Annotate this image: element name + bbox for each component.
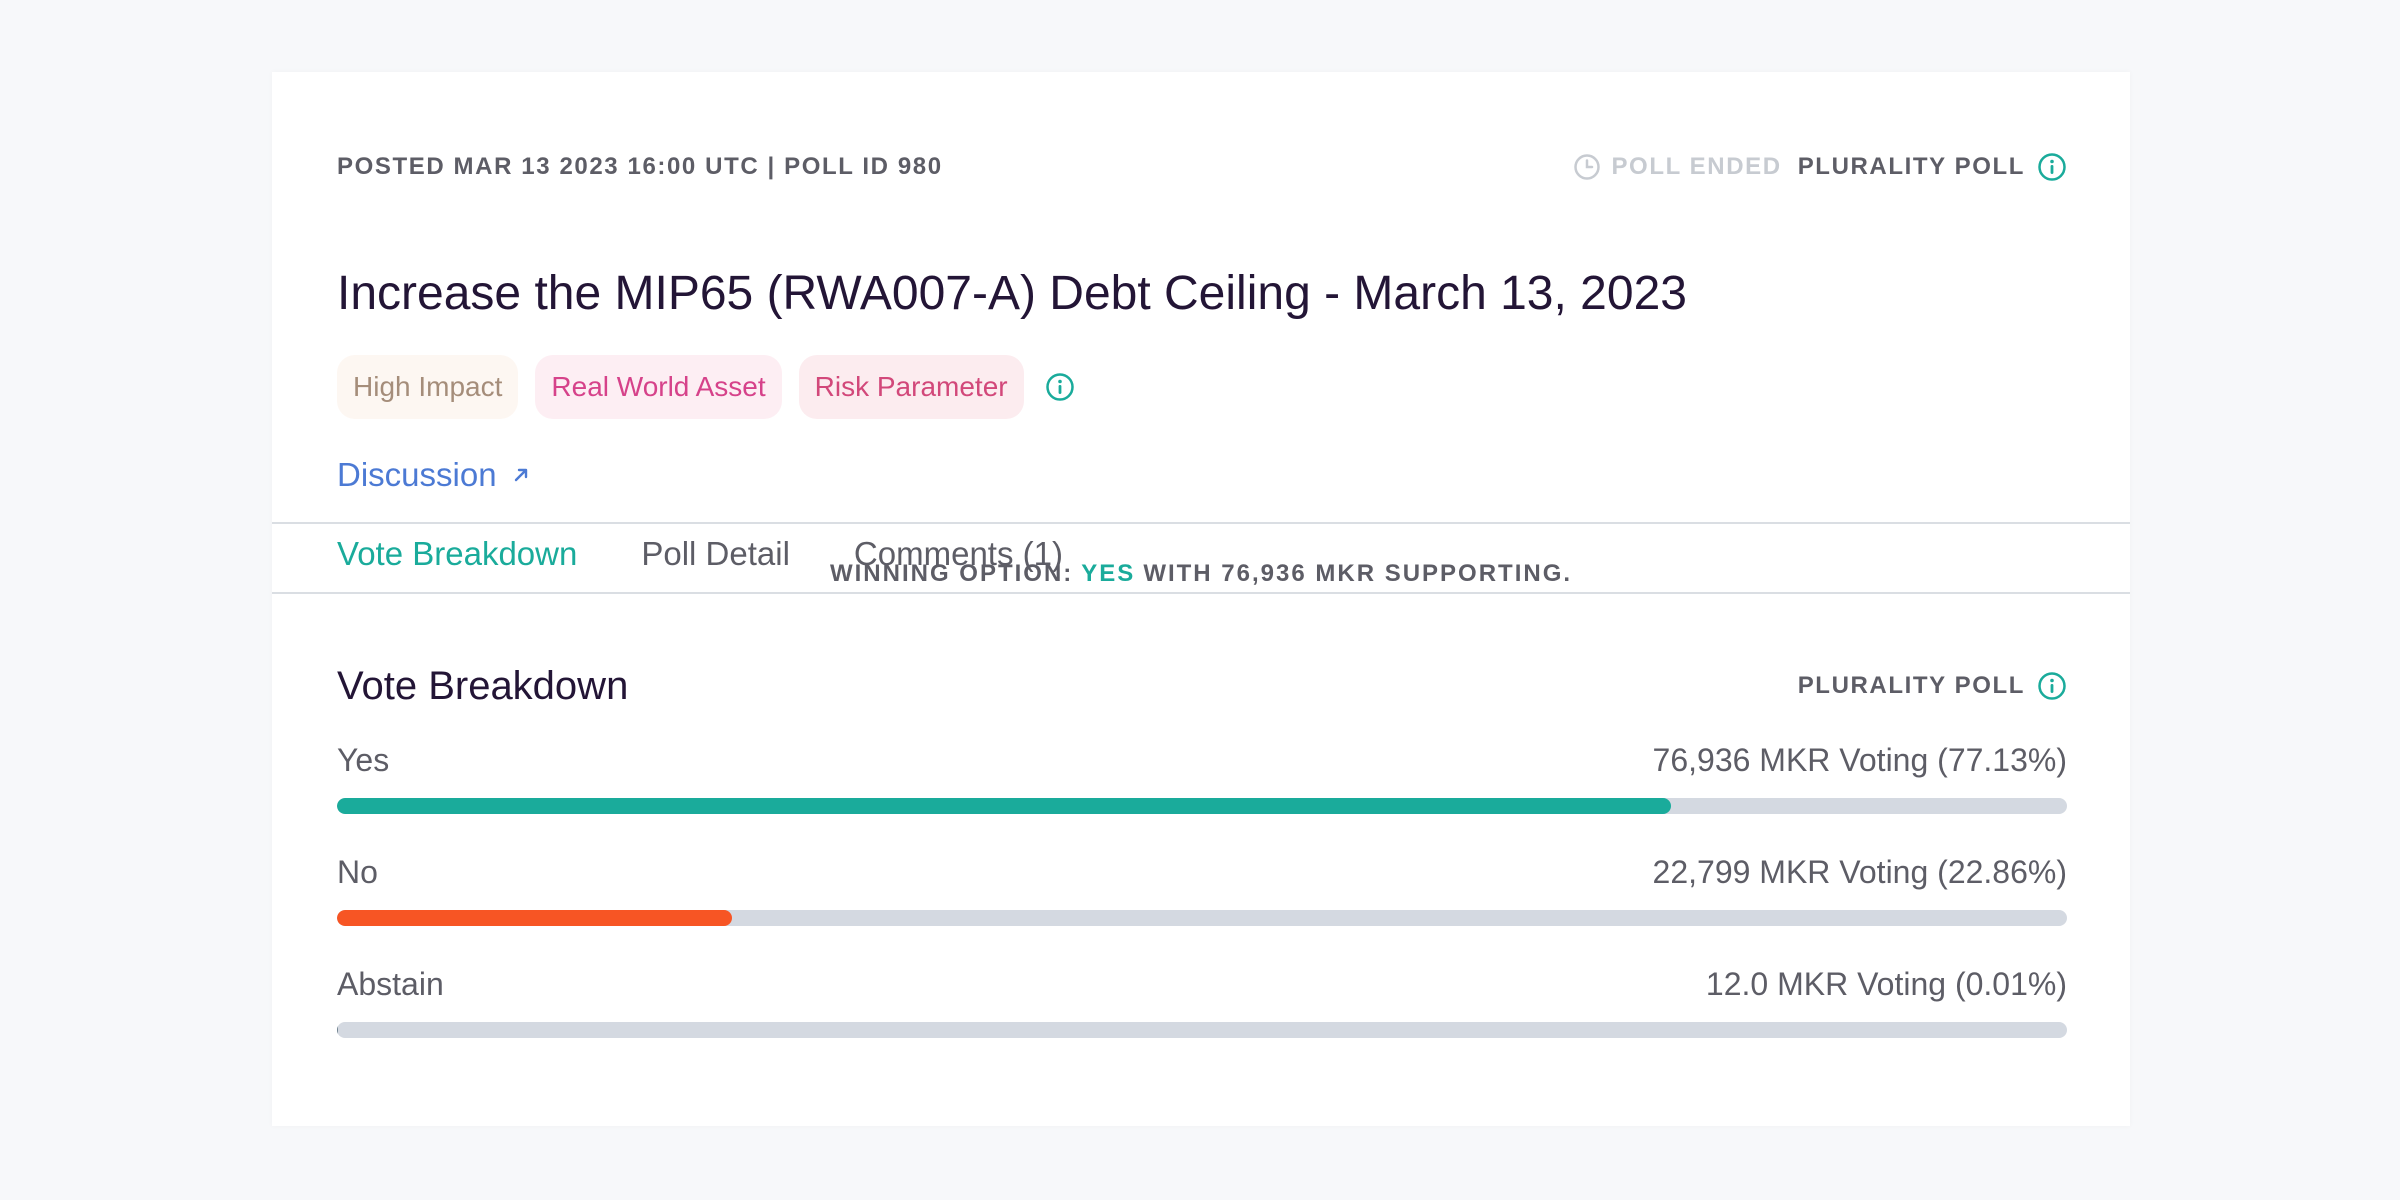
vote-option-no: No 22,799 MKR Voting (22.86%) [337,850,2067,926]
vote-option-abstain: Abstain 12.0 MKR Voting (0.01%) [337,962,2067,1038]
poll-type-header: PLURALITY POLL [1798,152,2067,182]
winning-prefix: WINNING OPTION: [829,560,1074,587]
info-icon[interactable] [2037,671,2067,701]
tab-comments[interactable]: Comments (1) [853,535,1063,572]
tag-risk-parameter[interactable]: Risk Parameter [798,355,1024,419]
discussion-label: Discussion [337,456,497,493]
option-progress-fill [337,798,1672,814]
winning-suffix: WITH 76,936 MKR SUPPORTING. [1143,560,1573,587]
tab-poll-detail[interactable]: Poll Detail [641,535,790,572]
banner-divider [272,592,2130,594]
tab-vote-breakdown[interactable]: Vote Breakdown [337,535,578,572]
info-icon[interactable] [2037,152,2067,182]
breakdown-poll-type: PLURALITY POLL [1798,671,2067,701]
poll-status-group: POLL ENDED PLURALITY POLL [1573,152,2067,182]
poll-tags: High Impact Real World Asset Risk Parame… [337,355,2067,419]
poll-meta-row: POSTED MAR 13 2023 16:00 UTC | POLL ID 9… [337,150,2067,184]
winning-option: YES [1081,560,1136,587]
tags-info-icon[interactable] [1045,372,1075,402]
vote-breakdown-header: Vote Breakdown PLURALITY POLL [337,656,2067,716]
option-label: No [337,853,378,890]
winning-option-banner: WINNING OPTION: YES WITH 76,936 MKR SUPP… [272,540,2130,608]
option-progress-bar [337,798,2067,814]
poll-tabs: Vote Breakdown Poll Detail Comments (1) [337,535,2067,583]
poll-type-label: PLURALITY POLL [1797,153,2025,180]
poll-ended-label: POLL ENDED [1611,153,1782,180]
tabs-divider [272,522,2130,524]
option-label: Yes [337,741,390,778]
discussion-link[interactable]: Discussion [337,456,531,494]
poll-ended-status: POLL ENDED [1573,153,1781,181]
option-value: 76,936 MKR Voting (77.13%) [1652,741,2067,778]
poll-card: POSTED MAR 13 2023 16:00 UTC | POLL ID 9… [272,72,2130,1126]
vote-breakdown-title: Vote Breakdown [337,663,629,708]
option-value: 22,799 MKR Voting (22.86%) [1652,853,2067,890]
clock-icon [1574,154,1601,180]
tag-real-world-asset[interactable]: Real World Asset [535,355,782,419]
breakdown-poll-type-label: PLURALITY POLL [1797,672,2025,699]
option-progress-fill [337,910,733,926]
poll-title: Increase the MIP65 (RWA007-A) Debt Ceili… [337,267,1687,320]
tag-high-impact[interactable]: High Impact [337,355,519,419]
option-value: 12.0 MKR Voting (0.01%) [1705,965,2067,1002]
vote-option-yes: Yes 76,936 MKR Voting (77.13%) [337,738,2067,814]
option-progress-bar [337,910,2067,926]
option-label: Abstain [337,965,444,1002]
external-link-icon [514,468,527,482]
option-progress-bar [337,1022,2067,1038]
poll-posted-meta: POSTED MAR 13 2023 16:00 UTC | POLL ID 9… [337,153,943,180]
